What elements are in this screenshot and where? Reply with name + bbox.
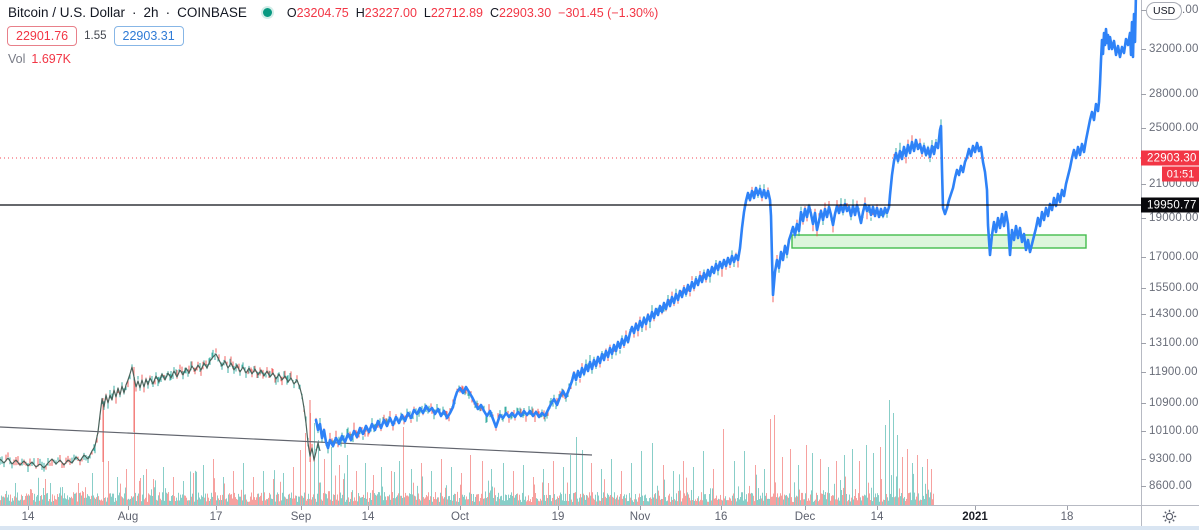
price-tick-label: 32000.00 xyxy=(1149,43,1199,55)
time-tick-label: Dec xyxy=(794,511,816,523)
price-tick-label: 10100.00 xyxy=(1149,425,1199,437)
price-axis-separator xyxy=(1141,0,1142,530)
price-tick-mark xyxy=(1141,218,1146,219)
time-tick-label: 19 xyxy=(551,511,565,523)
time-tick-label: Aug xyxy=(117,511,139,523)
time-tick-label: 18 xyxy=(1060,511,1074,523)
time-tick-mark xyxy=(28,506,29,510)
price-tick-mark xyxy=(1141,10,1146,11)
price-tick-mark xyxy=(1141,372,1146,373)
exchange-name: COINBASE xyxy=(177,5,247,20)
buy-button[interactable]: 22903.31 xyxy=(113,26,184,46)
time-tick-label: 17 xyxy=(209,511,223,523)
price-tick-label: 19000.00 xyxy=(1149,212,1199,224)
time-tick-mark xyxy=(975,506,976,510)
time-tick-mark xyxy=(558,506,559,510)
time-tick-mark xyxy=(805,506,806,510)
time-tick-mark xyxy=(216,506,217,510)
separator-dot: · xyxy=(132,5,137,20)
change-value: −301.45 (−1.30%) xyxy=(558,5,659,20)
price-tick-mark xyxy=(1141,184,1146,185)
price-tick-mark xyxy=(1141,486,1146,487)
separator-dot: · xyxy=(165,5,171,20)
low-value: 22712.89 xyxy=(430,5,483,20)
time-tick-mark xyxy=(877,506,878,510)
volume-value: 1.697K xyxy=(31,52,72,66)
time-tick-label: 14 xyxy=(870,511,884,523)
sell-button[interactable]: 22901.76 xyxy=(7,26,78,46)
price-tick-label: 28000.00 xyxy=(1149,88,1199,100)
interval-value[interactable]: 2h xyxy=(143,5,159,20)
price-tick-mark xyxy=(1141,431,1146,432)
price-tick-label: 13100.00 xyxy=(1149,337,1199,349)
price-tick-mark xyxy=(1141,314,1146,315)
time-tick-label: 16 xyxy=(714,511,728,523)
bar-countdown-badge: 01:51 xyxy=(1162,166,1199,182)
price-tick-label: 10900.00 xyxy=(1149,397,1199,409)
horizontal-line-price-badge: 19950.77 xyxy=(1141,197,1199,213)
price-tick-mark xyxy=(1141,403,1146,404)
time-tick-mark xyxy=(368,506,369,510)
volume-label: Vol xyxy=(8,52,26,66)
price-tick-label: 17000.00 xyxy=(1149,251,1199,263)
time-tick-mark xyxy=(640,506,641,510)
open-value: 23204.75 xyxy=(296,5,349,20)
market-status-icon xyxy=(262,8,272,17)
time-tick-label: 14 xyxy=(21,511,35,523)
gear-icon xyxy=(1162,509,1176,523)
time-tick-label: 2021 xyxy=(962,511,988,523)
time-tick-mark xyxy=(128,506,129,510)
price-tick-mark xyxy=(1141,128,1146,129)
price-tick-mark xyxy=(1141,288,1146,289)
price-tick-mark xyxy=(1141,94,1146,95)
time-tick-label: 14 xyxy=(361,511,375,523)
time-tick-label: Nov xyxy=(629,511,651,523)
price-tick-mark xyxy=(1141,49,1146,50)
high-value: 23227.00 xyxy=(364,5,417,20)
ohlc-values: O23204.75 H23227.00 L22712.89 C22903.30 … xyxy=(286,5,659,20)
price-tick-label: 25000.00 xyxy=(1149,122,1199,134)
price-tick-label: 15500.00 xyxy=(1149,282,1199,294)
window-bottom-strip xyxy=(0,526,1199,530)
time-tick-mark xyxy=(1067,506,1068,510)
close-value: 22903.30 xyxy=(499,5,552,20)
price-tick-mark xyxy=(1141,257,1146,258)
volume-legend: Vol 1.697K xyxy=(8,52,71,66)
time-tick-mark xyxy=(301,506,302,510)
spread-value: 1.55 xyxy=(84,30,107,42)
price-tick-label: 14300.00 xyxy=(1149,308,1199,320)
quote-panel: 22901.76 1.55 22903.31 xyxy=(7,26,184,46)
time-tick-mark xyxy=(721,506,722,510)
price-tick-label: 8600.00 xyxy=(1149,480,1192,492)
axis-settings-button[interactable] xyxy=(1158,506,1180,526)
price-tick-label: 11900.00 xyxy=(1149,366,1198,378)
chart-legend: Bitcoin / U.S. Dollar · 2h · COINBASE O2… xyxy=(8,5,658,20)
price-tick-label: 9300.00 xyxy=(1149,453,1192,465)
time-tick-mark xyxy=(460,506,461,510)
currency-toggle-button[interactable]: USD xyxy=(1146,2,1183,20)
time-axis-separator xyxy=(0,505,1199,506)
time-tick-label: Sep xyxy=(290,511,312,523)
chart-canvas[interactable] xyxy=(0,0,1141,505)
last-price-badge: 22903.30 xyxy=(1141,150,1199,166)
price-tick-mark xyxy=(1141,459,1146,460)
symbol-title[interactable]: Bitcoin / U.S. Dollar xyxy=(8,5,126,20)
time-tick-label: Oct xyxy=(451,511,469,523)
price-tick-mark xyxy=(1141,343,1146,344)
